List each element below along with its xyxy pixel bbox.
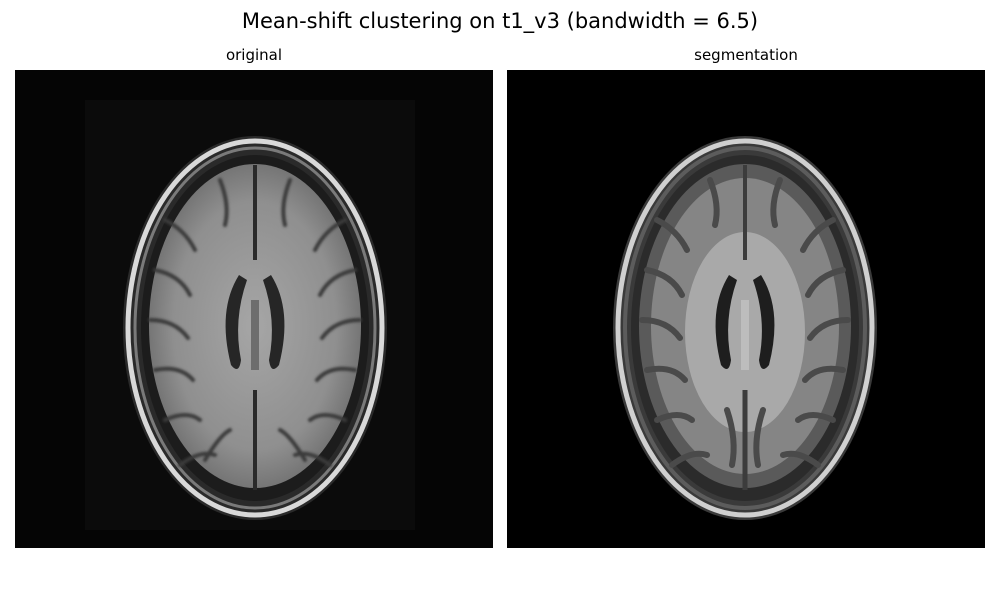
figure-title: Mean-shift clustering on t1_v3 (bandwidt… — [241, 9, 759, 33]
original-brain-mri-image — [15, 70, 493, 548]
panel-title-segmentation: segmentation — [694, 46, 798, 64]
segmentation-image-panel — [507, 70, 985, 548]
original-image-panel — [15, 70, 493, 548]
panel-title-original: original — [225, 46, 283, 64]
segmentation-brain-mri-image — [507, 70, 985, 548]
